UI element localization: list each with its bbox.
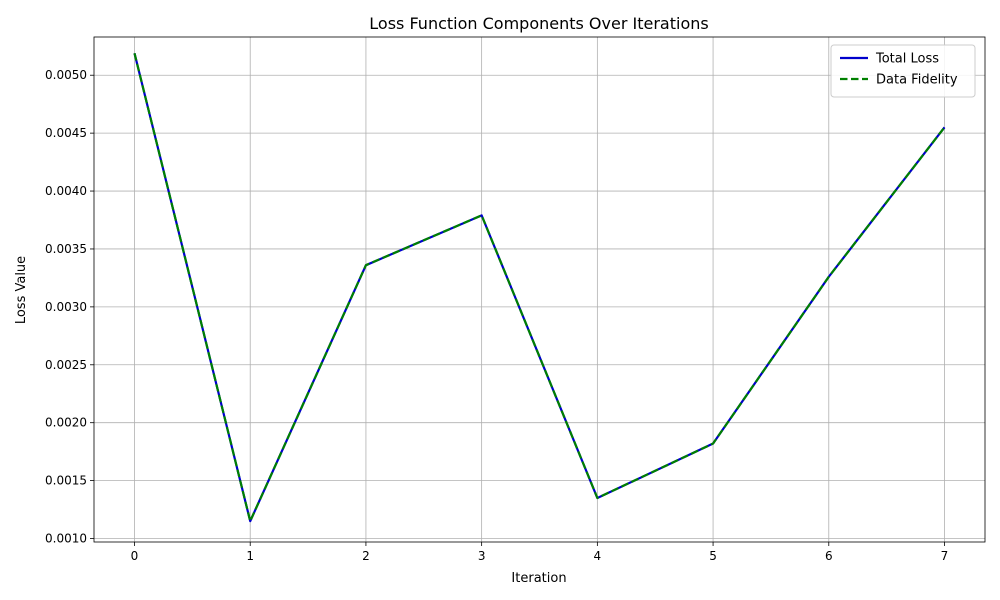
x-axis-label: Iteration: [511, 571, 566, 586]
x-axis-ticks: 0 1 2 3 4 5 6 7: [131, 542, 949, 563]
y-axis-ticks: 0.0010 0.0015 0.0020 0.0025 0.0030 0.0035 0.00…: [45, 68, 94, 546]
x-tick-label: 4: [594, 549, 602, 563]
x-tick-label: 5: [709, 549, 717, 563]
y-tick-label: 0.0035: [45, 242, 87, 256]
legend-label-0: Total Loss: [875, 52, 939, 67]
y-tick-label: 0.0030: [45, 300, 87, 314]
legend-label-1: Data Fidelity: [876, 73, 958, 88]
x-tick-label: 1: [246, 549, 254, 563]
x-tick-label: 2: [362, 549, 370, 563]
y-axis-label: Loss Value: [14, 256, 29, 324]
y-tick-label: 0.0050: [45, 68, 87, 82]
x-tick-label: 0: [131, 549, 139, 563]
y-tick-label: 0.0045: [45, 126, 87, 140]
series-lines: [133, 52, 946, 523]
series-line-1: [133, 52, 946, 523]
chart-title: Loss Function Components Over Iterations: [369, 14, 708, 33]
x-tick-label: 3: [478, 549, 486, 563]
grid: [94, 37, 985, 542]
y-tick-label: 0.0025: [45, 358, 87, 372]
x-tick-label: 7: [941, 549, 949, 563]
x-tick-label: 6: [825, 549, 833, 563]
plot-frame: [93, 36, 986, 543]
y-tick-label: 0.0010: [45, 532, 87, 546]
legend: Total Loss Data Fidelity: [830, 44, 976, 98]
y-tick-label: 0.0020: [45, 416, 87, 430]
y-tick-label: 0.0040: [45, 184, 87, 198]
series-line-0: [133, 52, 946, 523]
y-tick-label: 0.0015: [45, 474, 87, 488]
